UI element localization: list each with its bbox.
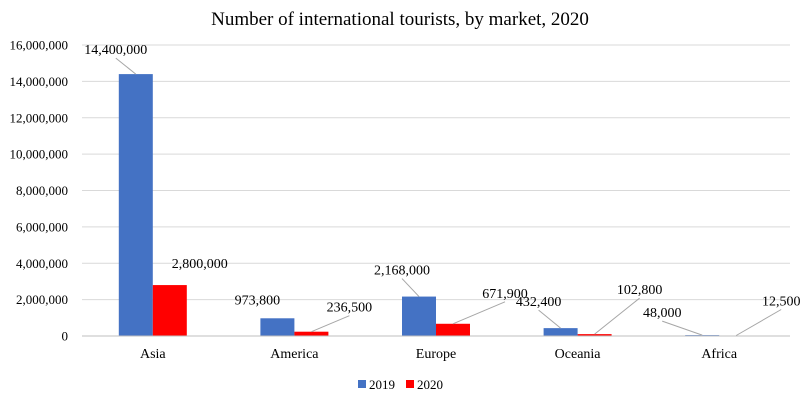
data-label: 2,800,000 [172,257,228,272]
legend-label-2020: 2020 [417,377,443,392]
leader-line [662,320,703,336]
bar-2020-europe [436,323,470,336]
y-tick-label: 4,000,000 [16,256,68,271]
bar-2020-asia [152,285,187,336]
y-tick-label: 16,000,000 [10,38,69,53]
legend-swatch-2020 [406,380,414,388]
y-axis-ticks: 0 2,000,000 4,000,000 6,000,000 8,000,000 10,… [10,38,69,344]
bar-2019-asia [118,74,153,336]
leader-line [538,309,561,329]
data-label: 12,500 [762,295,800,310]
y-tick-label: 10,000,000 [10,147,69,162]
x-tick-label: Europe [416,347,456,362]
x-tick-label: Oceania [555,347,602,362]
bar-2020-america [294,331,329,336]
legend-label-2019: 2019 [369,377,395,392]
leader-line [594,297,640,335]
x-tick-label: America [270,347,319,362]
data-label: 236,500 [327,301,373,316]
y-tick-label: 6,000,000 [16,219,68,234]
bars [118,74,754,336]
x-axis-ticks: Asia America Europe Oceania Africa [140,347,738,362]
data-label: 671,900 [482,287,528,302]
legend-swatch-2019 [358,380,366,388]
data-label: 48,000 [643,306,682,321]
gridlines [82,44,790,301]
y-tick-label: 14,000,000 [10,74,69,89]
leader-line [311,315,350,333]
leader-line [401,278,420,297]
y-tick-label: 2,000,000 [16,292,68,307]
bar-2019-oceania [543,328,578,336]
legend: 2019 2020 [358,377,443,392]
leader-line [115,57,137,75]
leader-line [735,309,782,336]
data-labels: 14,400,000 2,800,000 973,800 236,500 2,168,0… [84,43,800,336]
bar-2020-oceania [577,334,612,336]
data-label: 2,168,000 [374,264,430,279]
data-label: 432,400 [516,295,562,310]
y-tick-label: 12,000,000 [10,110,69,125]
leader-line [452,301,506,325]
x-tick-label: Asia [140,347,166,362]
x-tick-label: Africa [701,347,738,362]
data-label: 102,800 [617,283,663,298]
data-label: 973,800 [235,293,281,308]
chart-title: Number of international tourists, by mar… [211,9,589,30]
bar-2019-america [260,318,295,336]
data-label: 14,400,000 [84,43,147,58]
y-tick-label: 0 [62,329,69,344]
bar-2019-europe [402,296,436,336]
y-tick-label: 8,000,000 [16,183,68,198]
